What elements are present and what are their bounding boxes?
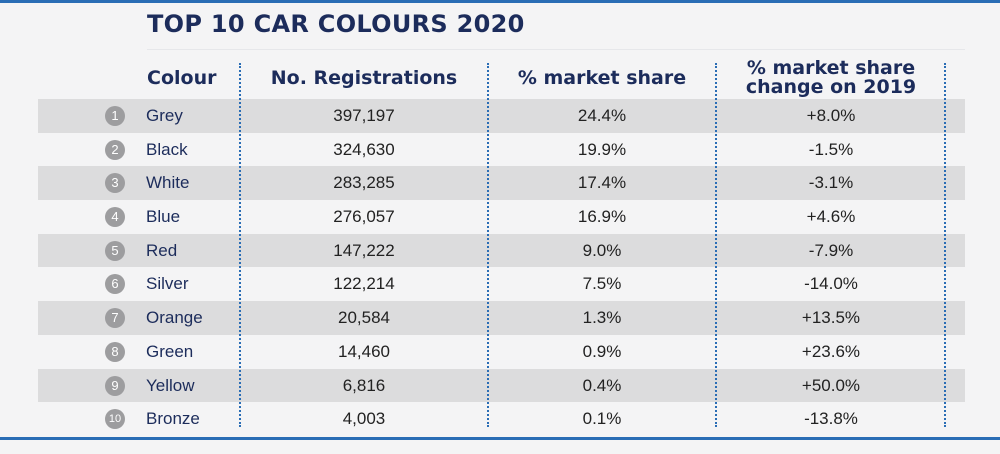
table-row: 9 Yellow 6,816 0.4% +50.0% — [38, 368, 965, 403]
cell-colour: Bronze — [146, 409, 200, 429]
cell-change: -7.9% — [808, 240, 854, 260]
rank-badge: 2 — [105, 139, 125, 160]
cell-registrations: 20,584 — [338, 308, 390, 328]
cell-registrations: 4,003 — [342, 409, 386, 429]
cell-change: +13.5% — [801, 308, 861, 328]
rank-badge: 9 — [105, 375, 125, 396]
cell-market-share: 7.5% — [582, 274, 622, 294]
cell-market-share: 24.4% — [577, 106, 627, 125]
cell-registrations: 14,460 — [338, 341, 390, 361]
cell-registrations: 6,816 — [342, 375, 386, 395]
table-row: 6 Silver 122,214 7.5% -14.0% — [38, 267, 965, 301]
rank-badge: 5 — [105, 240, 125, 261]
table-row: 3 White 283,285 17.4% -3.1% — [38, 166, 965, 201]
cell-market-share: 0.1% — [582, 409, 622, 429]
cell-change: +4.6% — [806, 207, 856, 227]
cell-change: -3.1% — [808, 173, 854, 193]
column-divider — [944, 63, 946, 427]
table-row: 1 Grey 397,197 24.4% +8.0% — [38, 99, 965, 133]
rank-badge: 8 — [105, 341, 125, 362]
table-row: 4 Blue 276,057 16.9% +4.6% — [38, 200, 965, 234]
table-row: 8 Green 14,460 0.9% +23.6% — [38, 335, 965, 369]
cell-market-share: 9.0% — [582, 240, 622, 260]
cell-registrations: 122,214 — [333, 274, 395, 294]
cell-registrations: 324,630 — [333, 139, 395, 159]
cell-change: -14.0% — [804, 274, 858, 294]
cell-change: +8.0% — [806, 106, 856, 125]
rank-badge: 3 — [105, 173, 125, 194]
cell-market-share: 0.9% — [582, 341, 622, 361]
rank-badge: 4 — [105, 207, 125, 228]
cell-market-share: 1.3% — [582, 308, 622, 328]
rank-badge: 7 — [105, 308, 125, 329]
header-market-share: % market share — [517, 66, 687, 89]
header-registrations: No. Registrations — [270, 66, 458, 89]
cell-change: +50.0% — [801, 375, 861, 395]
column-divider — [239, 63, 241, 427]
cell-colour: Silver — [146, 274, 189, 294]
cell-market-share: 16.9% — [577, 207, 627, 227]
cell-colour: Orange — [146, 308, 203, 328]
cell-market-share: 19.9% — [577, 139, 627, 159]
cell-market-share: 17.4% — [577, 173, 627, 193]
cell-market-share: 0.4% — [582, 375, 622, 395]
table-row: 10 Bronze 4,003 0.1% -13.8% — [38, 402, 965, 436]
rank-badge: 1 — [105, 106, 125, 126]
cell-colour: Yellow — [146, 375, 195, 395]
cell-colour: Grey — [146, 106, 183, 125]
cell-colour: Black — [146, 139, 188, 159]
table-row: 7 Orange 20,584 1.3% +13.5% — [38, 301, 965, 335]
cell-registrations: 397,197 — [333, 106, 395, 125]
cell-colour: Blue — [146, 207, 181, 227]
cell-colour: Red — [146, 240, 178, 260]
top-rule — [0, 0, 1000, 3]
cell-registrations: 283,285 — [333, 173, 395, 193]
header-colour: Colour — [147, 66, 217, 89]
bottom-rule — [0, 437, 1000, 440]
cell-change: -1.5% — [808, 139, 854, 159]
rank-badge: 10 — [105, 409, 125, 430]
cell-change: +23.6% — [801, 341, 861, 361]
cell-colour: White — [146, 173, 190, 193]
cell-colour: Green — [146, 341, 194, 361]
column-divider — [715, 63, 717, 427]
table-body: 1 Grey 397,197 24.4% +8.0% 2 Black 324,6… — [38, 99, 965, 436]
title-divider — [147, 49, 965, 50]
cell-change: -13.8% — [804, 409, 858, 429]
rank-badge: 6 — [105, 274, 125, 295]
cell-registrations: 276,057 — [333, 207, 395, 227]
header-change: % market share change on 2019 — [745, 57, 917, 98]
table-row: 2 Black 324,630 19.9% -1.5% — [38, 133, 965, 167]
cell-registrations: 147,222 — [333, 240, 395, 260]
column-divider — [487, 63, 489, 427]
table-row: 5 Red 147,222 9.0% -7.9% — [38, 233, 965, 268]
page-title: TOP 10 CAR COLOURS 2020 — [147, 10, 525, 38]
